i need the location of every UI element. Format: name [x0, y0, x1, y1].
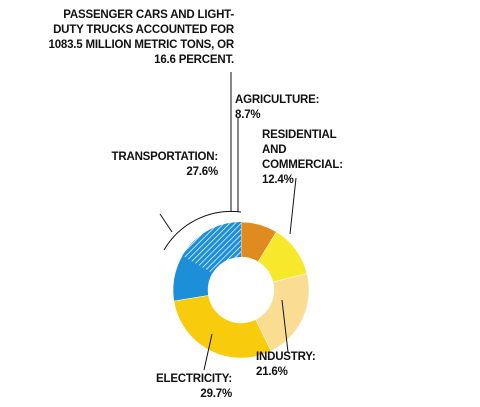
category-label: ELECTRICITY: [156, 373, 232, 385]
value-label: 29.7% [200, 388, 232, 400]
annotation: PASSENGER CARS AND LIGHT-DUTY TRUCKS ACC… [48, 9, 235, 66]
label-group: TRANSPORTATION: 27.6% [111, 150, 219, 180]
category-label: TRANSPORTATION: [111, 151, 219, 163]
value-label: 8.7% [235, 109, 261, 121]
donut-segment [173, 295, 272, 359]
value-label: 12.4% [262, 174, 294, 186]
highlight-segment [182, 222, 241, 274]
leader-lines [159, 72, 297, 371]
category-label: INDUSTRY: [256, 351, 316, 363]
value-label: 21.6% [256, 366, 288, 378]
category-label: RESIDENTIAL AND COMMERCIAL: [262, 129, 343, 171]
label-group: INDUSTRY: 21.6% [256, 350, 316, 380]
label-group: AGRICULTURE: 8.7% [235, 93, 319, 123]
label-group: ELECTRICITY: 29.7% [156, 372, 232, 402]
value-label: 27.6% [186, 166, 218, 178]
category-label: AGRICULTURE: [235, 94, 320, 106]
label-group: RESIDENTIAL AND COMMERCIAL: 12.4% [262, 128, 350, 188]
